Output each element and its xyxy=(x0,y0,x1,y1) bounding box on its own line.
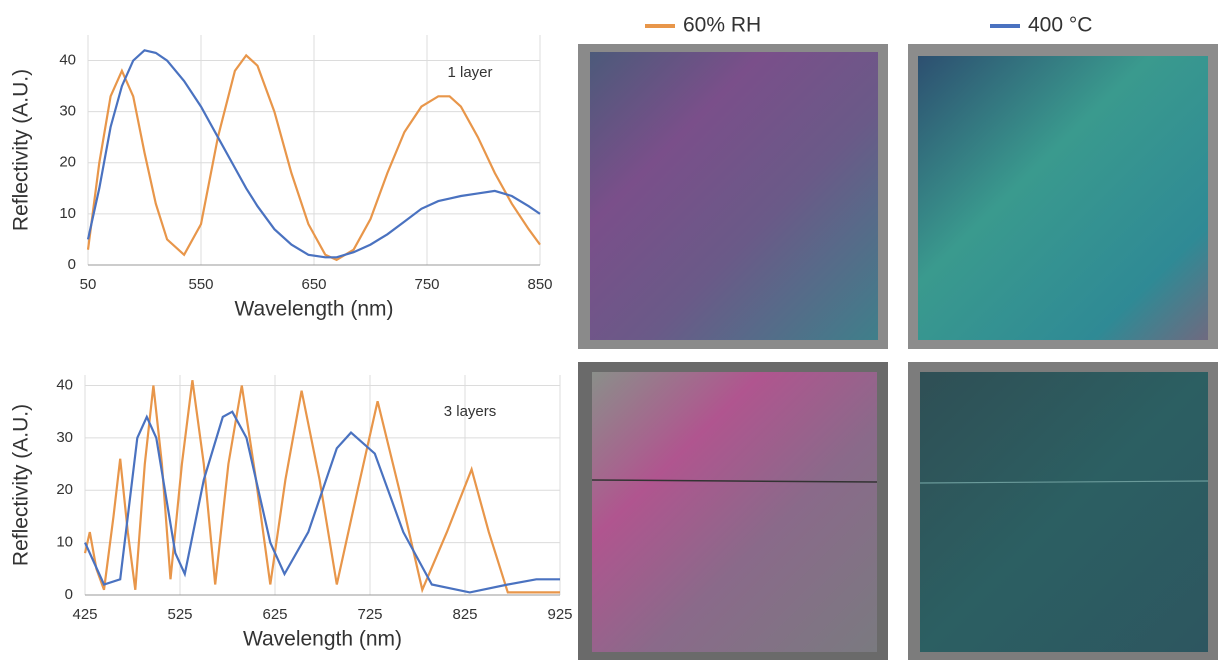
legend-label: 400 °C xyxy=(1028,14,1092,37)
y-axis-label: Reflectivity (A.U.) xyxy=(10,404,33,566)
y-tick-label: 0 xyxy=(65,586,73,603)
y-tick-label: 30 xyxy=(56,429,73,446)
photo xyxy=(590,52,878,340)
y-tick-label: 0 xyxy=(68,256,76,273)
annotation: 1 layer xyxy=(447,64,492,81)
annotation: 3 layers xyxy=(444,403,497,420)
series-line xyxy=(86,49,541,259)
legend-label: 60% RH xyxy=(683,14,761,37)
y-tick-label: 40 xyxy=(56,376,73,393)
x-axis-label: Wavelength (nm) xyxy=(234,298,393,321)
y-axis-label: Reflectivity (A.U.) xyxy=(10,69,33,231)
y-tick-label: 10 xyxy=(59,205,76,222)
x-tick-label: 725 xyxy=(357,606,382,623)
series-line xyxy=(83,410,560,594)
x-tick-label: 650 xyxy=(301,276,326,293)
y-tick-label: 20 xyxy=(59,154,76,171)
x-tick-label: 750 xyxy=(414,276,439,293)
x-tick-label: 550 xyxy=(188,276,213,293)
photo xyxy=(592,372,877,652)
series-line xyxy=(86,53,541,262)
y-tick-label: 30 xyxy=(59,103,76,120)
photo-crack xyxy=(591,479,878,483)
x-tick-label: 625 xyxy=(262,606,287,623)
x-tick-label: 925 xyxy=(547,606,572,623)
x-tick-label: 50 xyxy=(80,276,97,293)
x-tick-label: 825 xyxy=(452,606,477,623)
x-tick-label: 850 xyxy=(527,276,552,293)
photo-crack xyxy=(919,480,1209,484)
x-tick-label: 525 xyxy=(167,606,192,623)
y-tick-label: 20 xyxy=(56,481,73,498)
series-line xyxy=(83,380,560,594)
y-tick-label: 40 xyxy=(59,52,76,69)
y-tick-label: 10 xyxy=(56,534,73,551)
x-axis-label: Wavelength (nm) xyxy=(243,628,402,651)
photo xyxy=(918,56,1208,340)
photo xyxy=(920,372,1208,652)
x-tick-label: 425 xyxy=(72,606,97,623)
